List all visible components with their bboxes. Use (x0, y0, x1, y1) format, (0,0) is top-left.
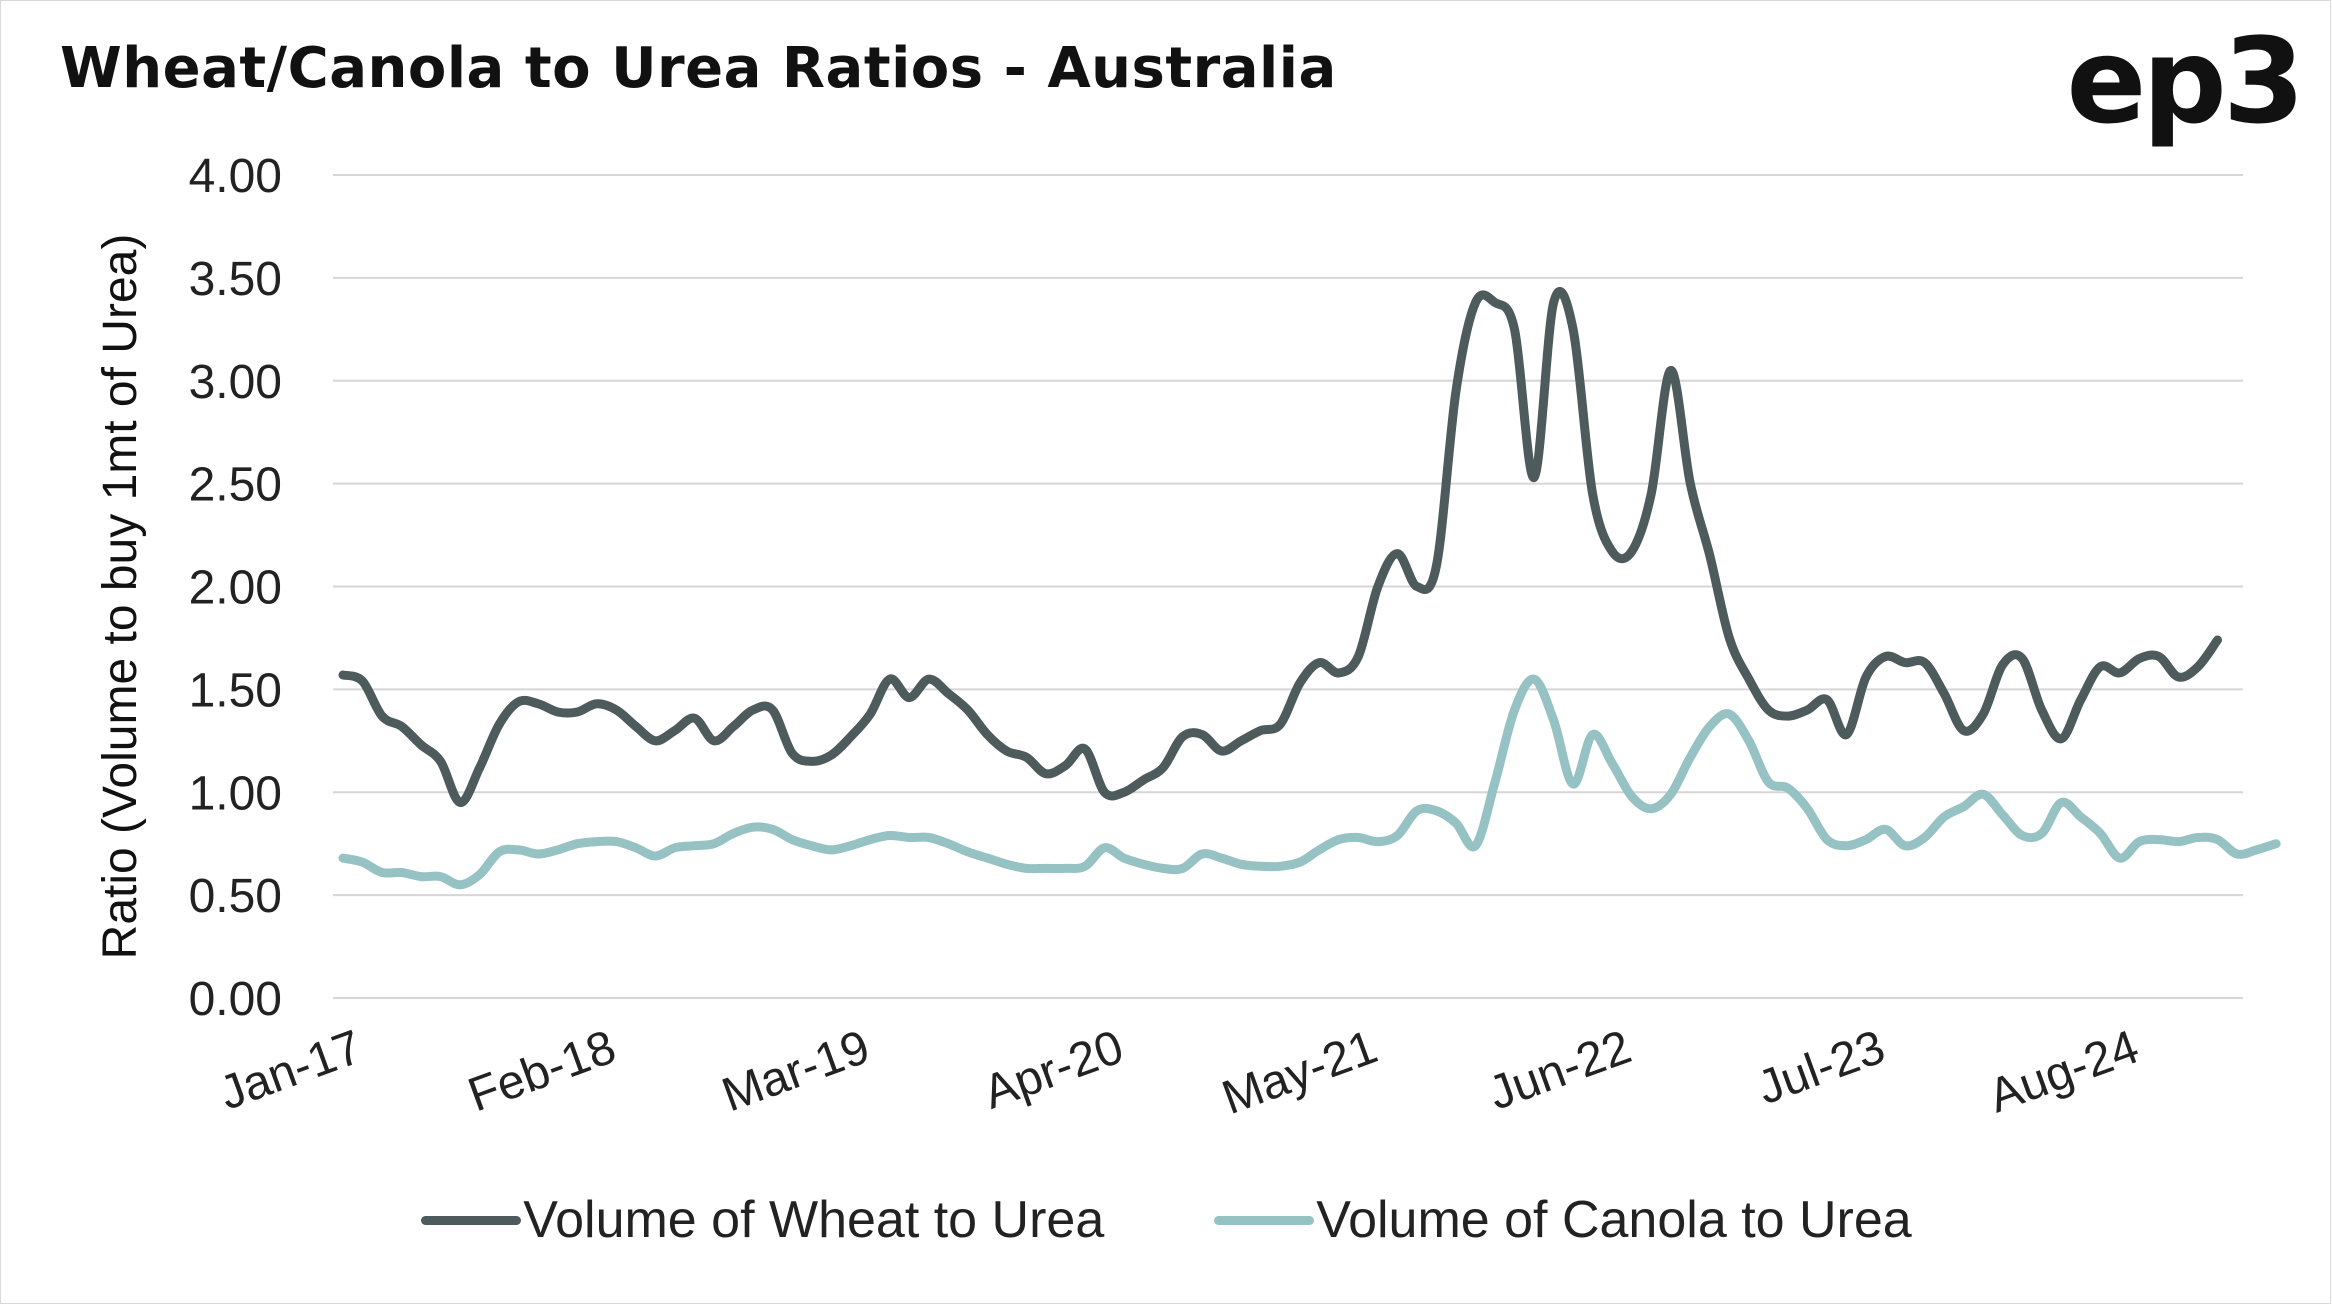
gridlines (333, 174, 2243, 999)
x-tick-label: Jul-23 (1751, 1021, 1892, 1116)
legend-swatch-wheat (421, 1215, 522, 1225)
series-line-canola (338, 674, 2281, 890)
y-tick-label: 0.00 (189, 973, 282, 1026)
brand-logo: ep3 (2066, 12, 2305, 150)
x-tick-label: Jun-22 (1482, 1021, 1638, 1121)
legend-item-wheat: Volume of Wheat to Urea (421, 1190, 1104, 1250)
y-axis-label: Ratio (Volume to buy 1mt of Urea) (94, 234, 147, 960)
y-tick-label: 1.00 (189, 767, 282, 820)
x-axis-ticks: Jan-17 Feb-18 Mar-19 Apr-20 May-21 Jun-22 Jul-… (213, 1021, 2146, 1126)
x-tick-label: May-21 (1216, 1021, 1385, 1126)
y-tick-label: 4.00 (189, 150, 282, 203)
y-tick-label: 3.00 (189, 356, 282, 409)
y-tick-label: 3.50 (189, 253, 282, 306)
series-lines (338, 286, 2281, 890)
legend-swatch-canola (1214, 1215, 1315, 1225)
series-line-wheat (338, 286, 2222, 807)
y-axis-ticks: 0.00 0.50 1.00 1.50 2.00 2.50 3.00 3.50 4.00 (189, 150, 282, 1026)
x-tick-label: Mar-19 (715, 1021, 876, 1123)
x-tick-label: Jan-17 (213, 1021, 369, 1121)
y-tick-label: 2.00 (189, 562, 282, 615)
x-tick-label: Feb-18 (462, 1021, 623, 1123)
legend: Volume of Wheat to Urea Volume of Canola… (0, 1190, 2333, 1250)
legend-label-wheat: Volume of Wheat to Urea (523, 1191, 1105, 1249)
y-tick-label: 1.50 (189, 664, 282, 717)
y-tick-label: 0.50 (189, 870, 282, 923)
chart-title: Wheat/Canola to Urea Ratios - Australia (60, 36, 1337, 101)
x-tick-label: Apr-20 (977, 1021, 1131, 1120)
legend-label-canola: Volume of Canola to Urea (1316, 1191, 1912, 1249)
x-tick-label: Aug-24 (1982, 1021, 2146, 1124)
y-tick-label: 2.50 (189, 459, 282, 512)
legend-item-canola: Volume of Canola to Urea (1214, 1190, 1912, 1250)
